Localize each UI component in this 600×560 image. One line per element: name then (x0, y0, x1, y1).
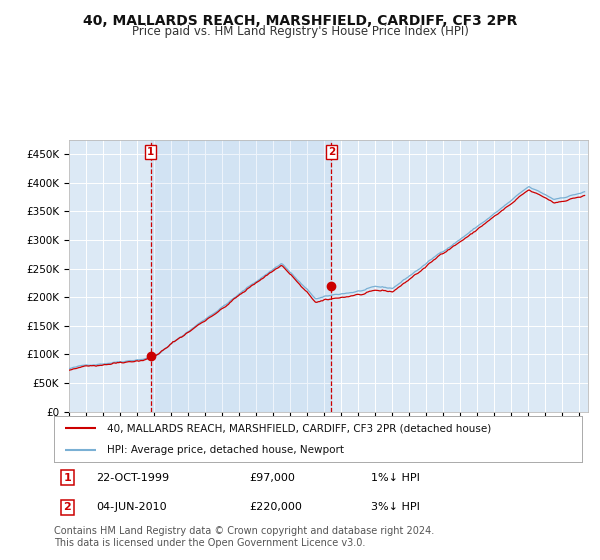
Text: 1: 1 (147, 147, 154, 157)
Text: £220,000: £220,000 (250, 502, 302, 512)
Text: Contains HM Land Registry data © Crown copyright and database right 2024.
This d: Contains HM Land Registry data © Crown c… (54, 526, 434, 548)
Bar (151, 140, 331, 412)
Text: 1%↓ HPI: 1%↓ HPI (371, 473, 419, 483)
Text: 1: 1 (64, 473, 71, 483)
Text: 04-JUN-2010: 04-JUN-2010 (96, 502, 167, 512)
Text: Price paid vs. HM Land Registry's House Price Index (HPI): Price paid vs. HM Land Registry's House … (131, 25, 469, 38)
Text: 40, MALLARDS REACH, MARSHFIELD, CARDIFF, CF3 2PR: 40, MALLARDS REACH, MARSHFIELD, CARDIFF,… (83, 14, 517, 28)
Text: 3%↓ HPI: 3%↓ HPI (371, 502, 419, 512)
Text: HPI: Average price, detached house, Newport: HPI: Average price, detached house, Newp… (107, 445, 344, 455)
Text: £97,000: £97,000 (250, 473, 295, 483)
Text: 22-OCT-1999: 22-OCT-1999 (96, 473, 169, 483)
Text: 2: 2 (64, 502, 71, 512)
Text: 40, MALLARDS REACH, MARSHFIELD, CARDIFF, CF3 2PR (detached house): 40, MALLARDS REACH, MARSHFIELD, CARDIFF,… (107, 423, 491, 433)
Text: 2: 2 (328, 147, 335, 157)
